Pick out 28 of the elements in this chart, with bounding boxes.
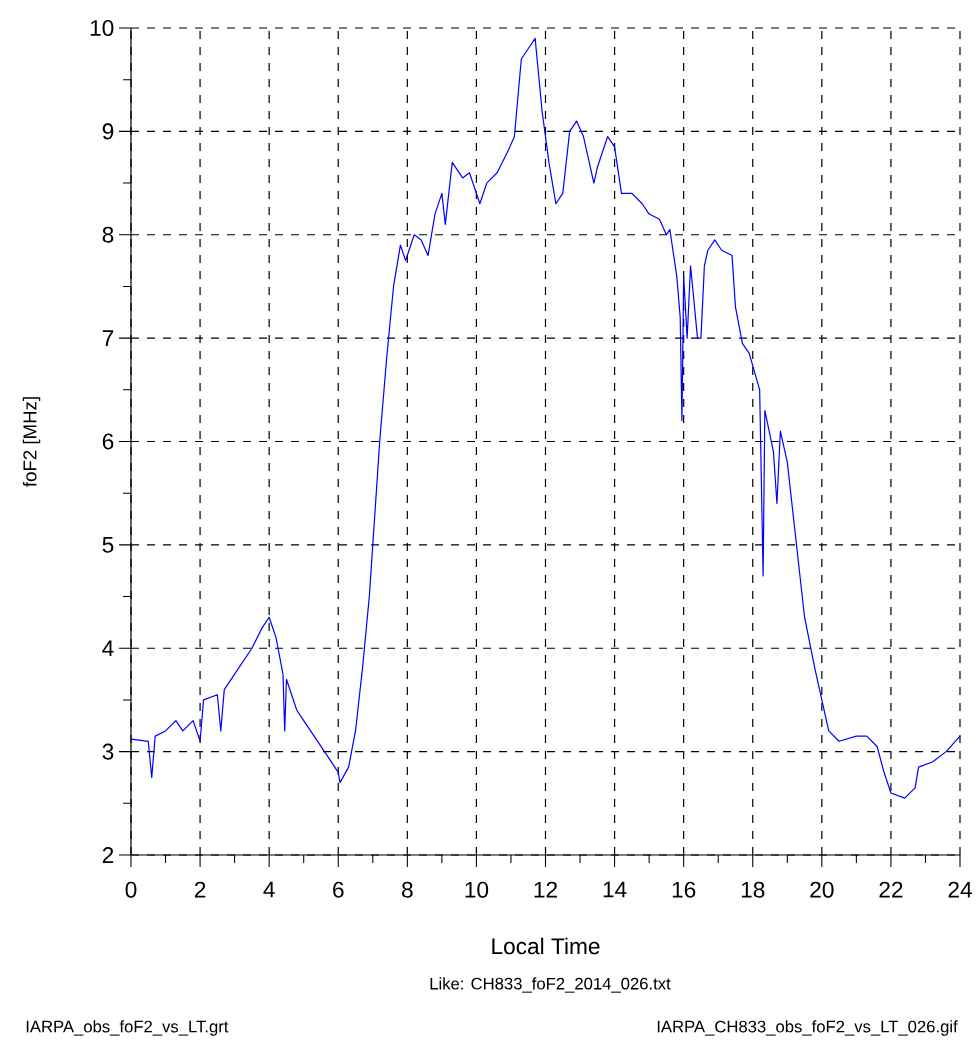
text: Like: CH833_foF2_2014_026.txt <box>430 977 671 993</box>
x-tick-label: 14 <box>603 881 627 898</box>
y-tick-label: 5 <box>102 536 114 553</box>
x-tick-label: 24 <box>948 881 972 898</box>
x-tick-label: 0 <box>125 881 137 898</box>
y-axis-title: foF2 [MHz] <box>22 397 41 487</box>
x-tick-label: 4 <box>263 881 275 898</box>
x-tick-label: 20 <box>810 881 834 898</box>
x-tick-label: 10 <box>465 881 489 898</box>
line-series <box>130 37 961 799</box>
text: IARPA_obs_foF2_vs_LT.grt <box>26 1020 229 1036</box>
y-tick-label: 2 <box>102 847 114 863</box>
x-tick-label: 16 <box>672 881 696 898</box>
y-tick-label: 3 <box>102 743 114 760</box>
x-axis-title: Local Time <box>492 937 600 955</box>
x-tick-label: 2 <box>194 881 206 898</box>
y-tick-label: 8 <box>102 226 114 243</box>
x-tick-label: 6 <box>333 881 344 898</box>
x-tick-label: 12 <box>534 881 557 898</box>
x-tick-label: 18 <box>741 881 765 898</box>
y-tick-label: 7 <box>102 330 114 346</box>
y-tick-label: 10 <box>90 19 114 37</box>
x-tick-label: 22 <box>879 881 903 898</box>
text: IARPA_CH833_obs_foF2_vs_LT_026.gif <box>657 1020 958 1036</box>
y-tick-label: 9 <box>102 123 114 140</box>
x-tick-label: 8 <box>402 881 413 898</box>
y-tick-label: 4 <box>102 640 114 657</box>
y-tick-label: 6 <box>102 433 114 450</box>
